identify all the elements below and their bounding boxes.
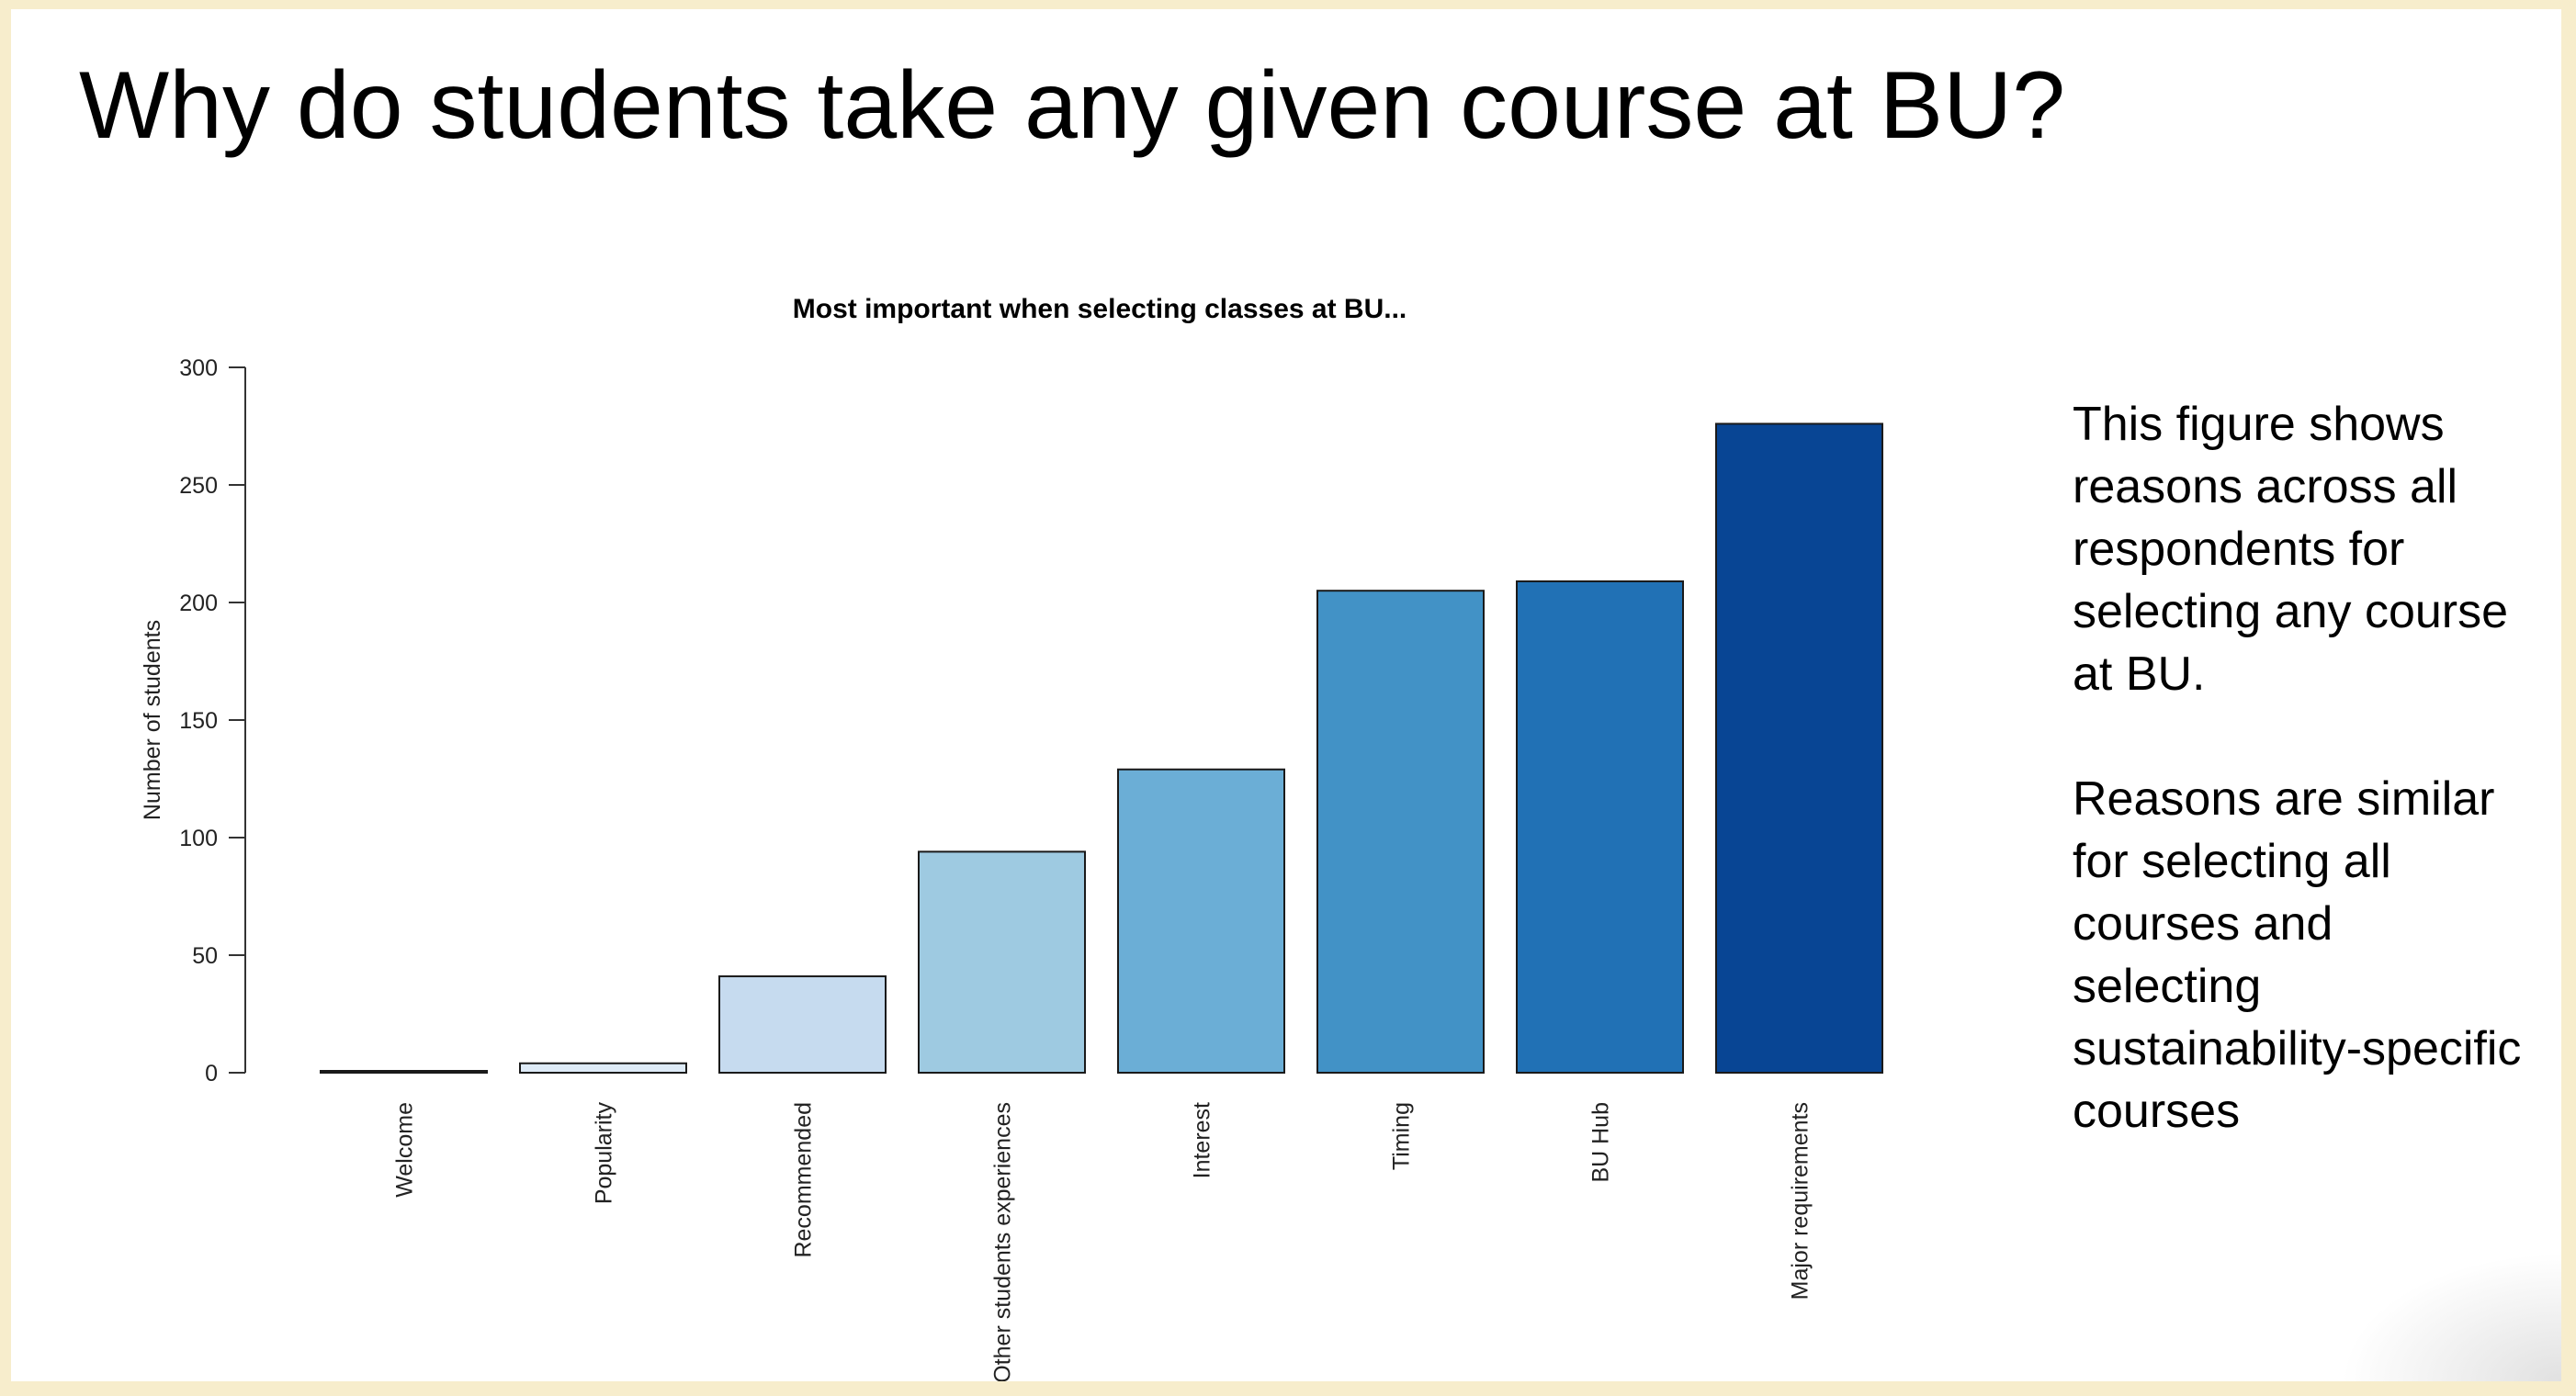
chart-title: Most important when selecting classes at…	[793, 294, 1407, 324]
x-tick-label: Interest	[1190, 1102, 1215, 1178]
y-tick-label: 200	[179, 591, 218, 616]
y-tick-label: 250	[179, 473, 218, 499]
x-tick-label: Major requirements	[1788, 1102, 1813, 1300]
y-tick-label: 50	[192, 943, 218, 969]
description-paragraph-1: This figure shows reasons across all respo…	[2073, 398, 2509, 701]
x-tick-label: BU Hub	[1588, 1102, 1614, 1183]
y-tick-label: 0	[205, 1061, 218, 1086]
x-tick-label: Popularity	[592, 1102, 617, 1205]
bar-welcome	[320, 1070, 488, 1074]
x-tick-label: Timing	[1389, 1102, 1415, 1170]
y-tick-label: 300	[179, 355, 218, 381]
bar-chart-svg: Most important when selecting classes at…	[140, 294, 1883, 1381]
x-tick-label: Welcome	[392, 1102, 418, 1198]
bar-chart: Most important when selecting classes at…	[103, 257, 1986, 1381]
description-paragraph-2: Reasons are similar for selecting all cour…	[2073, 772, 2522, 1138]
bar-popularity	[519, 1062, 687, 1075]
slide: Why do students take any given course at…	[11, 9, 2561, 1381]
y-tick-label: 100	[179, 826, 218, 851]
x-tick-label: Other students experiences	[990, 1102, 1016, 1381]
bar-bu-hub	[1516, 580, 1684, 1074]
y-tick-label: 150	[179, 708, 218, 734]
bar-other-students-experiences	[918, 850, 1086, 1074]
bar-major-requirements	[1715, 422, 1883, 1074]
x-tick-label: Recommended	[791, 1102, 817, 1258]
bar-recommended	[718, 975, 887, 1074]
bar-timing	[1316, 590, 1485, 1074]
bar-interest	[1117, 768, 1285, 1074]
y-axis-label: Number of students	[140, 620, 165, 820]
slide-title: Why do students take any given course at…	[79, 52, 2066, 159]
figure-description: This figure shows reasons across all respo…	[2073, 393, 2561, 1205]
page-curl-shadow	[2341, 1253, 2561, 1381]
